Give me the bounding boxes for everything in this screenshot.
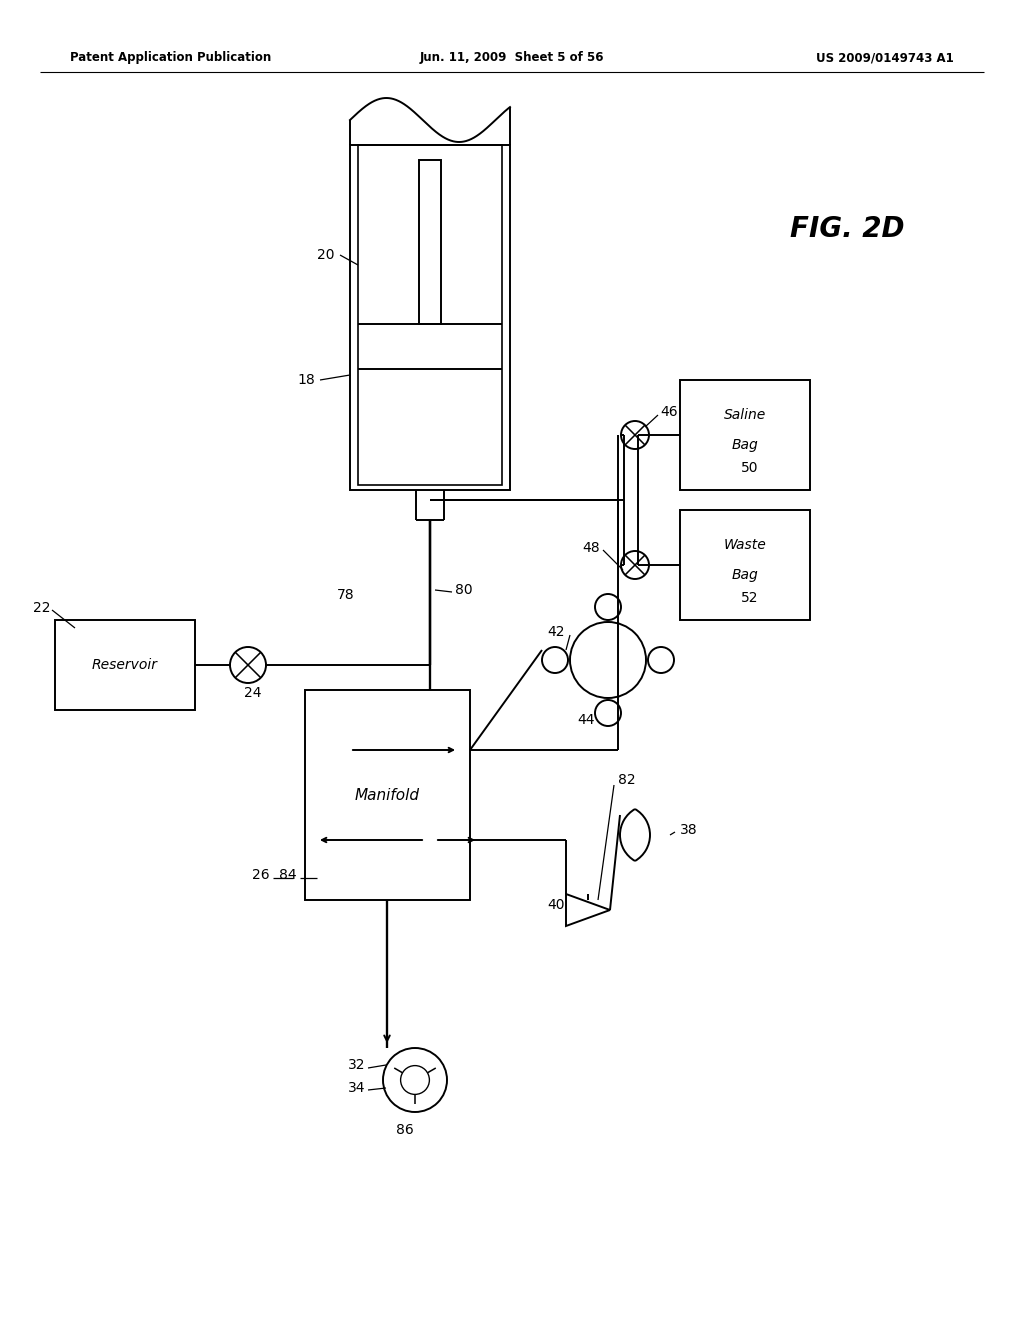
Text: 38: 38 (680, 822, 697, 837)
Bar (419, 160, 441, 323)
Text: 86: 86 (396, 1123, 414, 1137)
Text: 22: 22 (33, 601, 50, 615)
Text: 34: 34 (347, 1081, 365, 1096)
Bar (680, 380, 810, 490)
Text: 82: 82 (618, 774, 636, 787)
Text: 20: 20 (317, 248, 335, 261)
Text: 84: 84 (280, 869, 297, 882)
Text: 78: 78 (337, 587, 355, 602)
Text: Manifold: Manifold (354, 788, 420, 803)
Text: 18: 18 (297, 374, 315, 387)
Text: Bag: Bag (731, 568, 759, 582)
Bar (55, 620, 195, 710)
Text: 24: 24 (245, 686, 262, 700)
Bar (358, 145, 502, 484)
Text: Jun. 11, 2009  Sheet 5 of 56: Jun. 11, 2009 Sheet 5 of 56 (420, 51, 604, 65)
Text: 44: 44 (578, 713, 595, 727)
Text: FIG. 2D: FIG. 2D (790, 215, 904, 243)
Text: Waste: Waste (724, 539, 766, 552)
Bar (305, 690, 470, 900)
Text: 32: 32 (347, 1059, 365, 1072)
Bar (680, 510, 810, 620)
Text: 26: 26 (252, 869, 270, 882)
Text: Patent Application Publication: Patent Application Publication (70, 51, 271, 65)
Text: 48: 48 (583, 541, 600, 554)
Text: 40: 40 (548, 898, 565, 912)
Text: 42: 42 (548, 624, 565, 639)
Text: Saline: Saline (724, 408, 766, 422)
Text: US 2009/0149743 A1: US 2009/0149743 A1 (816, 51, 954, 65)
Text: 46: 46 (660, 405, 678, 418)
Bar (350, 145, 510, 490)
Text: Bag: Bag (731, 438, 759, 451)
Text: 50: 50 (741, 461, 759, 475)
Text: 80: 80 (455, 583, 473, 597)
Text: Reservoir: Reservoir (92, 657, 158, 672)
Text: 52: 52 (741, 591, 759, 605)
